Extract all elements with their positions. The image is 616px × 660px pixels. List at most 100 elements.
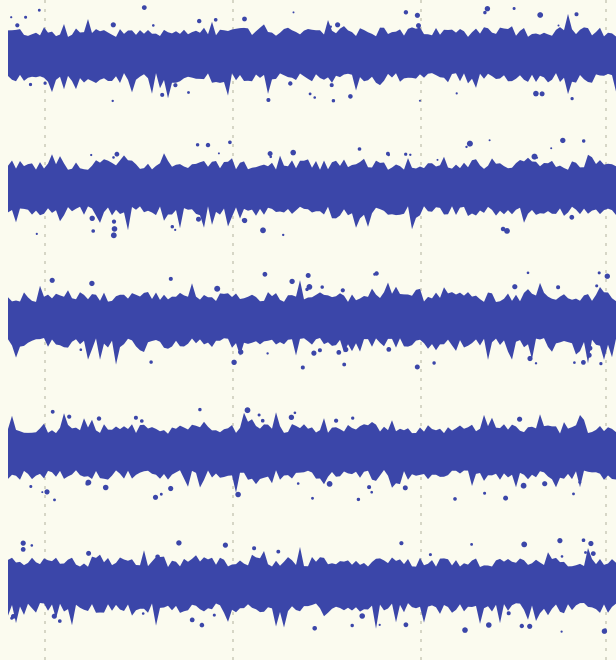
trace-speck	[428, 553, 432, 557]
trace-speck	[359, 613, 366, 619]
trace-speck	[557, 24, 560, 27]
trace-speck	[414, 12, 420, 18]
trace-speck	[235, 491, 241, 498]
trace-speck	[311, 496, 314, 500]
trace-speck	[282, 233, 285, 237]
trace-band	[8, 13, 616, 99]
trace-speck	[155, 554, 160, 560]
trace-speck	[557, 538, 563, 544]
trace-speck	[238, 349, 244, 355]
trace-speck	[343, 346, 349, 353]
trace-speck	[50, 409, 55, 414]
trace-speck	[289, 278, 295, 285]
trace-speck	[560, 555, 564, 558]
trace-speck	[584, 551, 587, 554]
trace-speck	[305, 273, 311, 278]
trace-band	[8, 153, 616, 231]
trace-speck	[197, 18, 202, 24]
trace-speck	[89, 215, 95, 221]
trace-speck	[517, 416, 523, 422]
trace-speck	[252, 546, 257, 551]
vertical-guides	[44, 0, 607, 660]
trace-speck	[386, 347, 392, 352]
trace-speck	[168, 276, 173, 281]
trace-speck	[212, 613, 216, 617]
trace-speck	[531, 153, 538, 160]
trace-speck	[168, 485, 174, 492]
trace-speck	[28, 82, 33, 87]
trace-speck	[58, 619, 62, 623]
trace-speck	[67, 414, 72, 419]
trace-speck	[329, 25, 332, 28]
trace-speck	[506, 611, 511, 616]
trace-speck	[20, 547, 26, 552]
trace-speck	[572, 492, 575, 496]
trace-speck	[550, 147, 553, 150]
trace-speck	[386, 151, 390, 156]
trace-speck	[578, 480, 582, 484]
trace-speck	[414, 364, 420, 370]
trace-speck	[331, 99, 336, 103]
trace-speck	[217, 152, 220, 155]
trace-speck	[504, 228, 510, 234]
trace-speck	[404, 152, 408, 156]
trace-speck	[586, 352, 592, 358]
trace-speck	[228, 140, 232, 145]
trace-speck	[373, 272, 377, 276]
trace-speck	[96, 416, 102, 421]
trace-speck	[574, 12, 579, 17]
trace-speck	[296, 482, 300, 485]
trace-speck	[512, 7, 516, 10]
trace-speck	[326, 481, 333, 487]
trace-speck	[160, 92, 165, 97]
trace-speck	[242, 16, 247, 22]
trace-speck	[604, 273, 610, 279]
trace-speck	[262, 271, 268, 277]
trace-speck	[290, 149, 297, 156]
trace-speck	[222, 542, 228, 548]
trace-speck	[85, 479, 92, 486]
trace-speck	[466, 140, 473, 147]
trace-speck	[44, 489, 50, 495]
trace-speck	[111, 226, 118, 232]
trace-speck	[350, 623, 354, 628]
trace-speck	[29, 485, 33, 488]
trace-speck	[484, 6, 491, 12]
trace-speck	[534, 362, 538, 365]
trace-speck	[587, 345, 593, 351]
trace-band	[8, 546, 616, 629]
trace-speck	[189, 617, 195, 623]
trace-speck	[486, 622, 492, 628]
trace-speck	[403, 622, 409, 628]
trace-speck	[213, 18, 218, 22]
trace-speck	[10, 614, 16, 619]
trace-speck	[581, 538, 586, 542]
trace-speck	[351, 416, 355, 420]
trace-speck	[102, 484, 109, 491]
trace-speck	[269, 155, 273, 159]
trace-speck	[293, 411, 297, 415]
trace-speck	[539, 91, 545, 97]
trace-speck	[152, 494, 159, 500]
trace-speck	[90, 153, 93, 157]
trace-speck	[111, 99, 114, 103]
trace-band	[8, 412, 616, 493]
trace-speck	[402, 485, 408, 491]
trace-speck	[267, 151, 273, 157]
trace-speck	[288, 414, 295, 420]
trace-speck	[527, 355, 533, 362]
trace-speck	[409, 153, 412, 156]
trace-speck	[133, 415, 138, 420]
trace-speck	[311, 350, 317, 356]
trace-speck	[266, 98, 271, 102]
trace-speck	[597, 271, 601, 275]
trace-speck	[588, 540, 594, 547]
trace-speck	[41, 491, 44, 494]
trace-speck	[340, 288, 345, 293]
trace-speck	[403, 10, 409, 15]
trace-speck	[170, 225, 174, 229]
trace-speck	[312, 626, 318, 631]
trace-speck	[595, 284, 599, 288]
trace-speck	[483, 491, 487, 495]
trace-speck	[43, 81, 47, 85]
